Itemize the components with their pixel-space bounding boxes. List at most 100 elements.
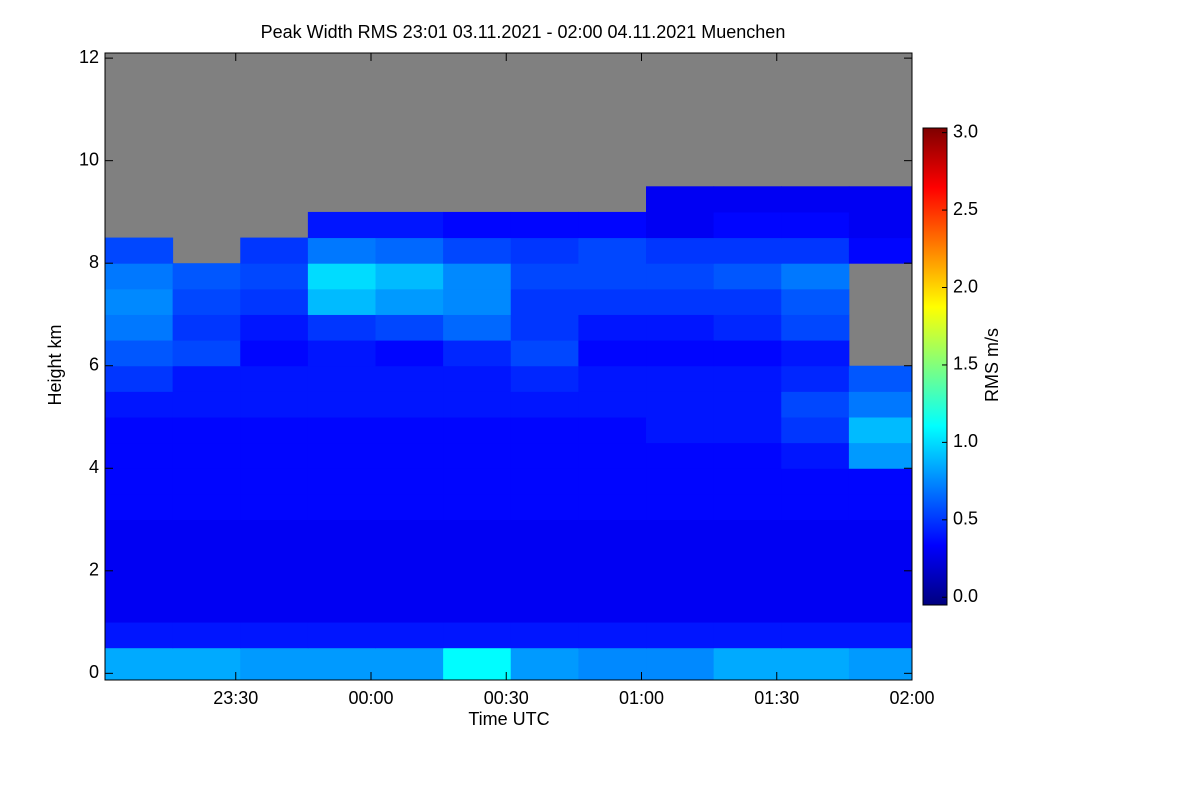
heatmap-cell bbox=[240, 314, 309, 341]
heatmap-cell bbox=[578, 493, 647, 521]
heatmap-cell bbox=[443, 596, 512, 623]
heatmap-cell bbox=[848, 416, 913, 444]
heatmap-cell bbox=[105, 340, 174, 367]
heatmap-cell bbox=[172, 545, 241, 572]
heatmap-cell bbox=[443, 391, 512, 418]
heatmap-cell bbox=[307, 442, 377, 469]
heatmap-cell bbox=[375, 570, 444, 597]
heatmap-cell bbox=[848, 211, 913, 239]
heatmap-cell bbox=[713, 340, 782, 367]
heatmap-cell bbox=[105, 545, 174, 572]
heatmap-cell bbox=[713, 468, 782, 495]
heatmap-cell bbox=[375, 340, 444, 367]
heatmap-cell bbox=[443, 519, 512, 546]
colorbar-tick-label: 2.0 bbox=[953, 276, 978, 296]
heatmap-cell bbox=[646, 570, 715, 597]
heatmap-cell bbox=[307, 570, 377, 597]
heatmap-cell bbox=[443, 442, 512, 469]
heatmap-cell bbox=[105, 570, 174, 597]
heatmap-cell bbox=[105, 314, 174, 341]
heatmap-cell bbox=[646, 416, 715, 444]
heatmap-cell bbox=[848, 186, 913, 213]
heatmap-cell bbox=[307, 622, 377, 649]
heatmap-cell bbox=[105, 288, 174, 315]
heatmap-cell bbox=[375, 365, 444, 392]
heatmap-cell bbox=[375, 314, 444, 341]
heatmap-cell bbox=[646, 519, 715, 546]
y-tick-label: 2 bbox=[89, 560, 99, 580]
heatmap-cell bbox=[105, 416, 174, 444]
heatmap-cell bbox=[443, 647, 512, 681]
heatmap-cell bbox=[646, 263, 715, 290]
x-tick-label: 01:00 bbox=[619, 688, 664, 708]
heatmap-cell bbox=[781, 596, 850, 623]
heatmap-cell bbox=[375, 647, 444, 681]
heatmap-cell bbox=[443, 314, 512, 341]
heatmap-cell bbox=[307, 365, 377, 392]
heatmap-cell bbox=[646, 237, 715, 264]
heatmap-cell bbox=[375, 545, 444, 572]
heatmap-cell bbox=[240, 365, 309, 392]
heatmap-cell bbox=[307, 519, 377, 546]
heatmap-cell bbox=[307, 237, 377, 264]
heatmap-cell bbox=[646, 647, 715, 681]
heatmap-cell bbox=[578, 237, 647, 264]
heatmap-cell bbox=[172, 288, 241, 315]
heatmap-cell bbox=[578, 391, 647, 418]
heatmap-cell bbox=[172, 263, 241, 290]
heatmap-cell bbox=[713, 186, 782, 213]
heatmap-cell bbox=[105, 237, 174, 264]
heatmap-cell bbox=[510, 237, 579, 264]
heatmap-cell bbox=[105, 442, 174, 469]
heatmap-cell bbox=[646, 314, 715, 341]
heatmap-cell bbox=[646, 545, 715, 572]
heatmap-cell bbox=[172, 416, 241, 444]
heatmap-cell bbox=[646, 288, 715, 315]
heatmap-cell bbox=[105, 493, 174, 521]
heatmap-cell bbox=[105, 263, 174, 290]
heatmap-cell bbox=[443, 211, 512, 239]
heatmap-cell bbox=[578, 519, 647, 546]
heatmap-cell bbox=[240, 545, 309, 572]
heatmap-cell bbox=[510, 622, 579, 649]
heatmap-cell bbox=[578, 314, 647, 341]
heatmap-cell bbox=[848, 570, 913, 597]
heatmap-cell bbox=[172, 493, 241, 521]
heatmap-cell bbox=[781, 237, 850, 264]
heatmap-cell bbox=[578, 340, 647, 367]
colorbar-tick-label: 1.0 bbox=[953, 431, 978, 451]
colorbar bbox=[922, 127, 948, 606]
heatmap-cell bbox=[713, 442, 782, 469]
heatmap-cell bbox=[848, 391, 913, 418]
heatmap-cell bbox=[578, 468, 647, 495]
heatmap-cell bbox=[307, 211, 377, 239]
heatmap-cell bbox=[781, 288, 850, 315]
y-axis-label: Height km bbox=[45, 324, 65, 405]
chart-title: Peak Width RMS 23:01 03.11.2021 - 02:00 … bbox=[261, 22, 786, 42]
heatmap-cell bbox=[781, 391, 850, 418]
heatmap-cell bbox=[848, 596, 913, 623]
heatmap-cell bbox=[781, 186, 850, 213]
heatmap-cell bbox=[781, 340, 850, 367]
heatmap-cell bbox=[105, 622, 174, 649]
colorbar-tick-label: 0.5 bbox=[953, 509, 978, 529]
heatmap-cell bbox=[713, 622, 782, 649]
heatmap-cell bbox=[307, 314, 377, 341]
heatmap-cell bbox=[781, 468, 850, 495]
heatmap-cell bbox=[646, 211, 715, 239]
heatmap-cell bbox=[240, 622, 309, 649]
heatmap-cell bbox=[510, 570, 579, 597]
heatmap-cell bbox=[240, 442, 309, 469]
heatmap-cell bbox=[443, 365, 512, 392]
heatmap-cell bbox=[375, 391, 444, 418]
heatmap-cell bbox=[510, 442, 579, 469]
plot-frame bbox=[104, 52, 913, 681]
heatmap-cell bbox=[510, 647, 579, 681]
heatmap-cell bbox=[172, 468, 241, 495]
heatmap-cell bbox=[307, 391, 377, 418]
heatmap-cell bbox=[713, 314, 782, 341]
heatmap-cell bbox=[240, 340, 309, 367]
heatmap-cell bbox=[307, 340, 377, 367]
heatmap-cell bbox=[510, 519, 579, 546]
